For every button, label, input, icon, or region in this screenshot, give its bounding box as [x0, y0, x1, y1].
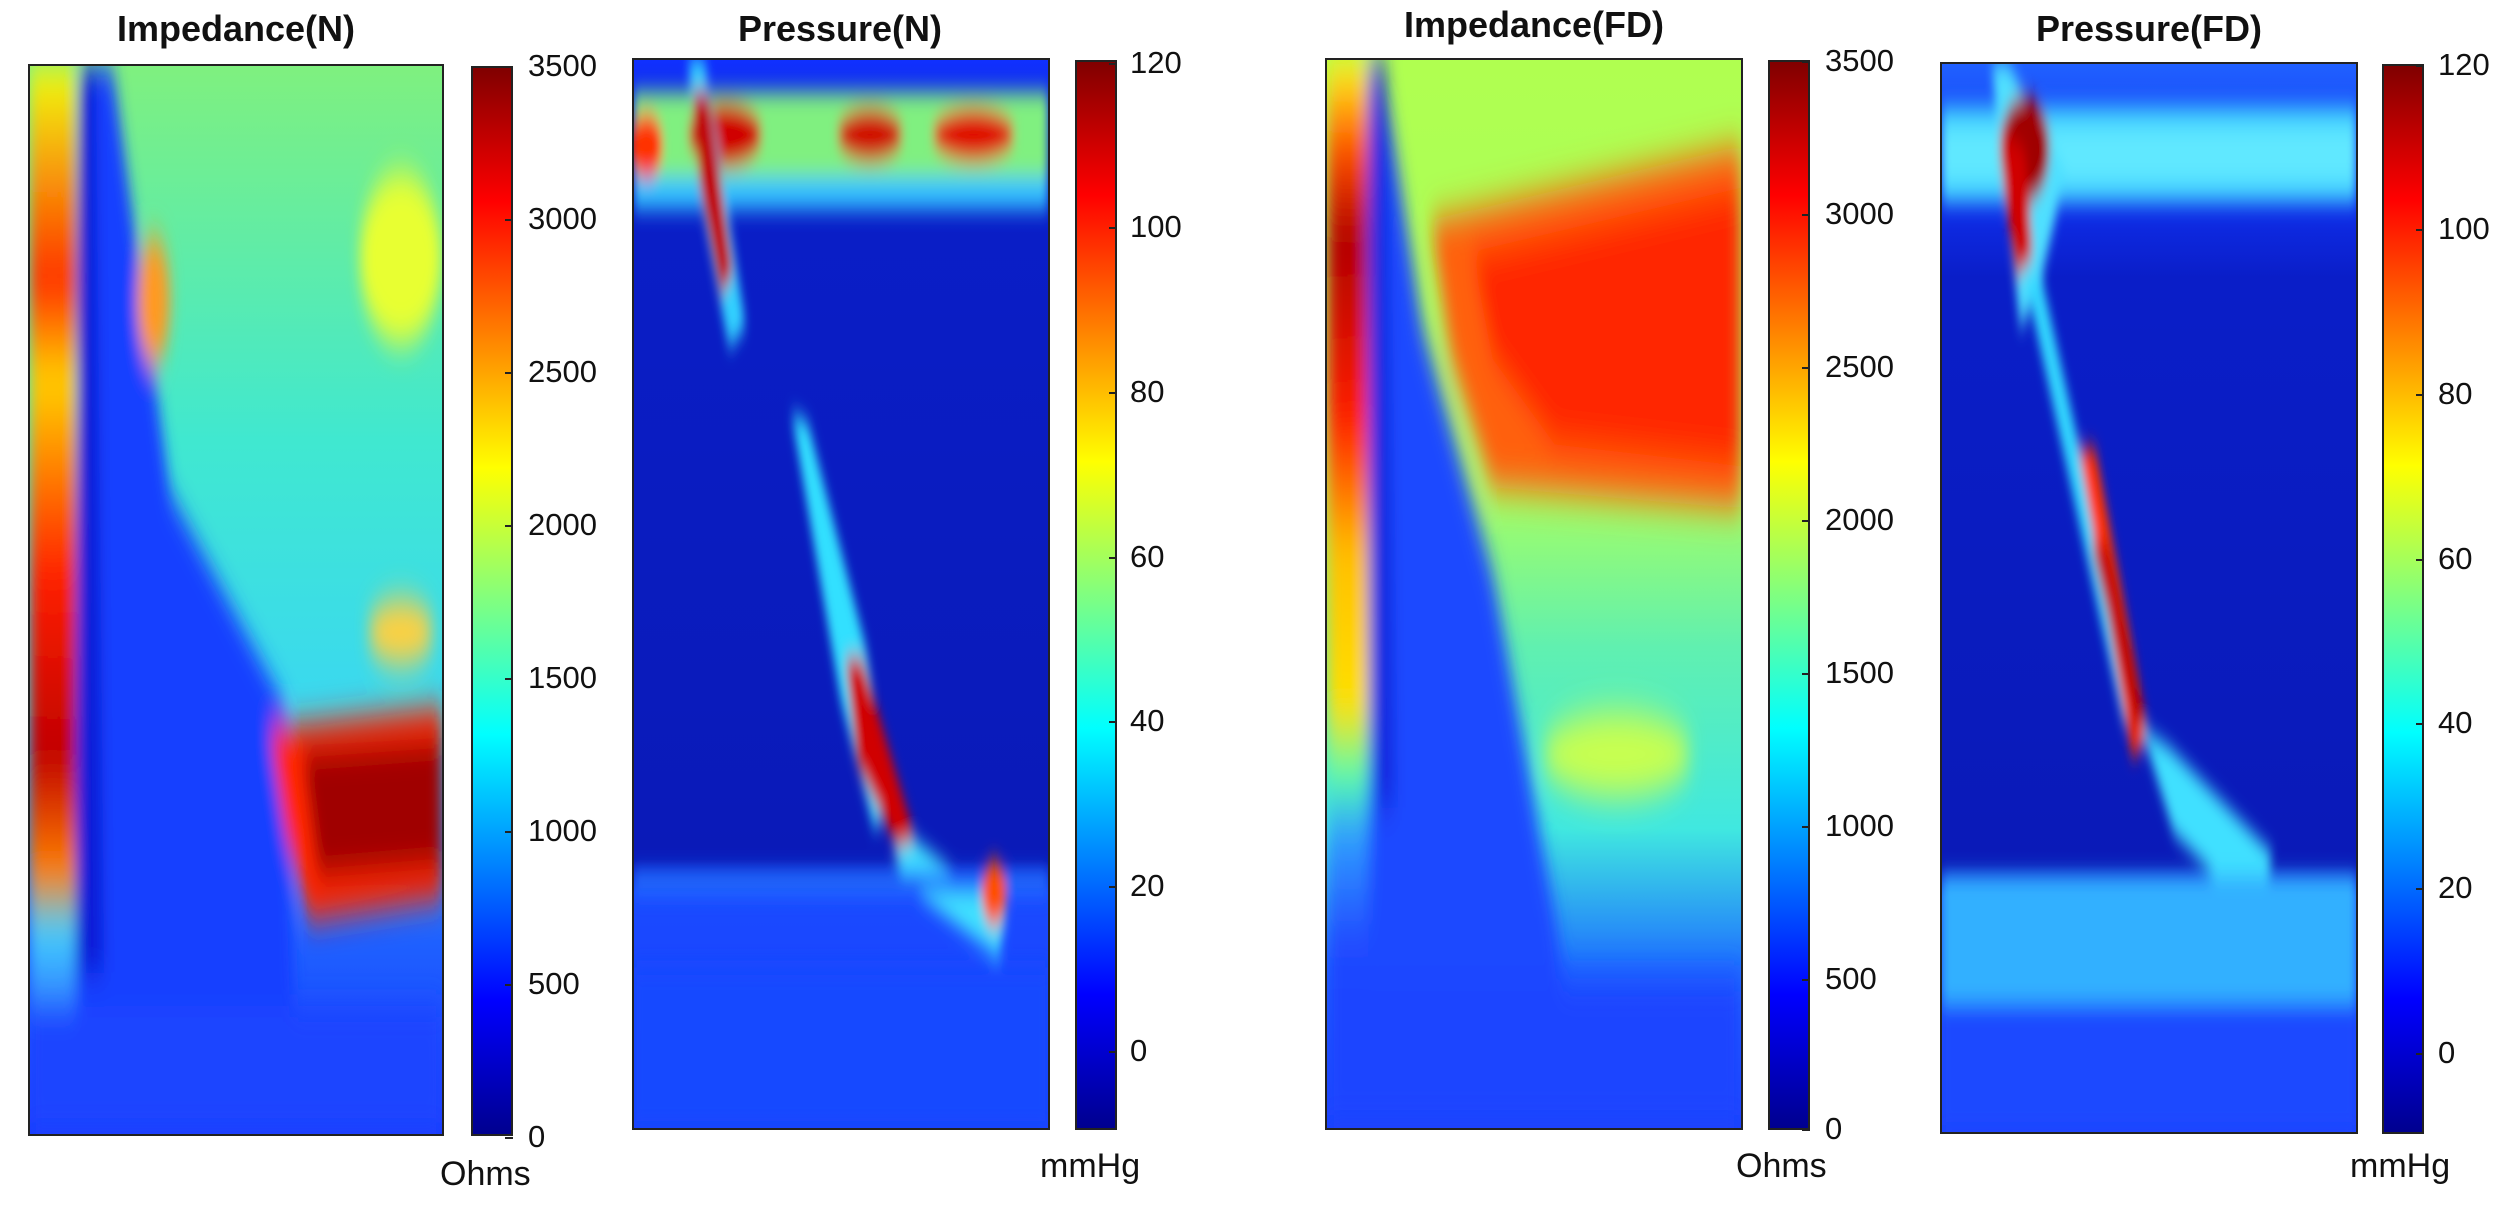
colorbar-tickmark: [1109, 886, 1117, 888]
colorbar-tick: 500: [528, 966, 580, 1001]
colorbar-tickmark: [1802, 520, 1810, 522]
colorbar-tickmark: [1802, 826, 1810, 828]
colorbar-tick: 2000: [528, 507, 597, 542]
heatmap-impedance-n: [28, 64, 444, 1136]
colorbar-unit: Ohms: [440, 1155, 531, 1193]
colorbar-unit: Ohms: [1736, 1147, 1827, 1185]
colorbar-tickmark: [1802, 61, 1810, 63]
colorbar-tick: 20: [1130, 868, 1165, 903]
colorbar-tick: 3000: [528, 201, 597, 236]
colorbar-tickmark: [1109, 557, 1117, 559]
colorbar-tickmark: [1109, 392, 1117, 394]
colorbar-tickmark: [505, 1137, 513, 1139]
colorbar-tickmark: [505, 678, 513, 680]
colorbar-tickmark: [505, 66, 513, 68]
colorbar-tickmark: [1109, 63, 1117, 65]
colorbar-tickmark: [1109, 227, 1117, 229]
colorbar-tick: 1000: [528, 813, 597, 848]
colorbar-tickmark: [505, 219, 513, 221]
colorbar-tickmark: [2416, 559, 2424, 561]
colorbar-tick: 0: [2438, 1035, 2456, 1070]
colorbar-tickmark: [1109, 1051, 1117, 1053]
chart-title: Impedance(N): [116, 8, 356, 49]
swallow-front-region: [1327, 60, 1584, 1128]
colorbar-tick: 2500: [528, 354, 597, 389]
colorbar-tick: 2000: [1825, 502, 1894, 537]
colorbar-tickmark: [2416, 888, 2424, 890]
colorbar-tick: 100: [1130, 209, 1182, 244]
colorbar-tick: 20: [2438, 870, 2473, 905]
colorbar-tickmark: [2416, 394, 2424, 396]
colorbar: [1075, 60, 1117, 1130]
colorbar-unit: mmHg: [1040, 1147, 1141, 1185]
colorbar-tick: 1500: [1825, 655, 1894, 690]
colorbar: [471, 66, 513, 1136]
colorbar-tick: 40: [2438, 705, 2473, 740]
colorbar-tick: 0: [1825, 1111, 1843, 1146]
colorbar-tick: 80: [1130, 374, 1165, 409]
ues-band: [634, 113, 663, 178]
colorbar-tick: 40: [1130, 703, 1165, 738]
colorbar-tick: 1500: [528, 660, 597, 695]
colorbar-tick: 3500: [1825, 43, 1894, 78]
colorbar-tickmark: [2416, 65, 2424, 67]
colorbar-tickmark: [2416, 723, 2424, 725]
colorbar-unit: mmHg: [2350, 1147, 2451, 1185]
colorbar-tick: 60: [1130, 539, 1165, 574]
colorbar-tick: 100: [2438, 211, 2490, 246]
peristaltic-wave: [691, 92, 734, 295]
colorbar: [1768, 60, 1810, 1130]
colorbar-tickmark: [1802, 214, 1810, 216]
les-band: [634, 871, 1048, 894]
colorbar-tick: 0: [528, 1119, 546, 1154]
colorbar-tickmark: [505, 984, 513, 986]
colorbar-tickmark: [505, 372, 513, 374]
les-band: [1942, 875, 2356, 1004]
colorbar-tick: 3000: [1825, 196, 1894, 231]
colorbar-tick: 80: [2438, 376, 2473, 411]
colorbar-tickmark: [1109, 721, 1117, 723]
colorbar-tick: 120: [2438, 47, 2490, 82]
colorbar-tickmark: [1802, 1129, 1810, 1131]
panel-impedance-fd: Impedance(FD): [1300, 0, 1894, 1206]
colorbar-tickmark: [1802, 979, 1810, 981]
colorbar-tick: 120: [1130, 45, 1182, 80]
colorbar-tickmark: [2416, 229, 2424, 231]
heatmap-impedance-fd: [1325, 58, 1743, 1130]
chart-title: Impedance(FD): [1403, 4, 1665, 45]
colorbar-tickmark: [2416, 1053, 2424, 1055]
panel-pressure-fd: Pressure(FD): [1920, 0, 2508, 1206]
heatmap-pressure-fd: [1940, 62, 2358, 1134]
colorbar-tick: 60: [2438, 541, 2473, 576]
colorbar-tick: 0: [1130, 1033, 1148, 1068]
colorbar-tick: 500: [1825, 961, 1877, 996]
colorbar-tick: 1000: [1825, 808, 1894, 843]
colorbar-tickmark: [505, 525, 513, 527]
panel-impedance-n: Impedance(N): [0, 0, 597, 1206]
colorbar-tick: 3500: [528, 48, 597, 83]
colorbar: [2382, 64, 2424, 1134]
colorbar-tickmark: [1802, 673, 1810, 675]
colorbar-tick: 2500: [1825, 349, 1894, 384]
colorbar-tickmark: [1802, 367, 1810, 369]
chart-title: Pressure(FD): [2035, 8, 2263, 49]
chart-title: Pressure(N): [737, 8, 943, 49]
heatmap-pressure-n: [632, 58, 1050, 1130]
colorbar-tickmark: [505, 831, 513, 833]
panel-pressure-n: Pressure(N): [620, 0, 1182, 1206]
